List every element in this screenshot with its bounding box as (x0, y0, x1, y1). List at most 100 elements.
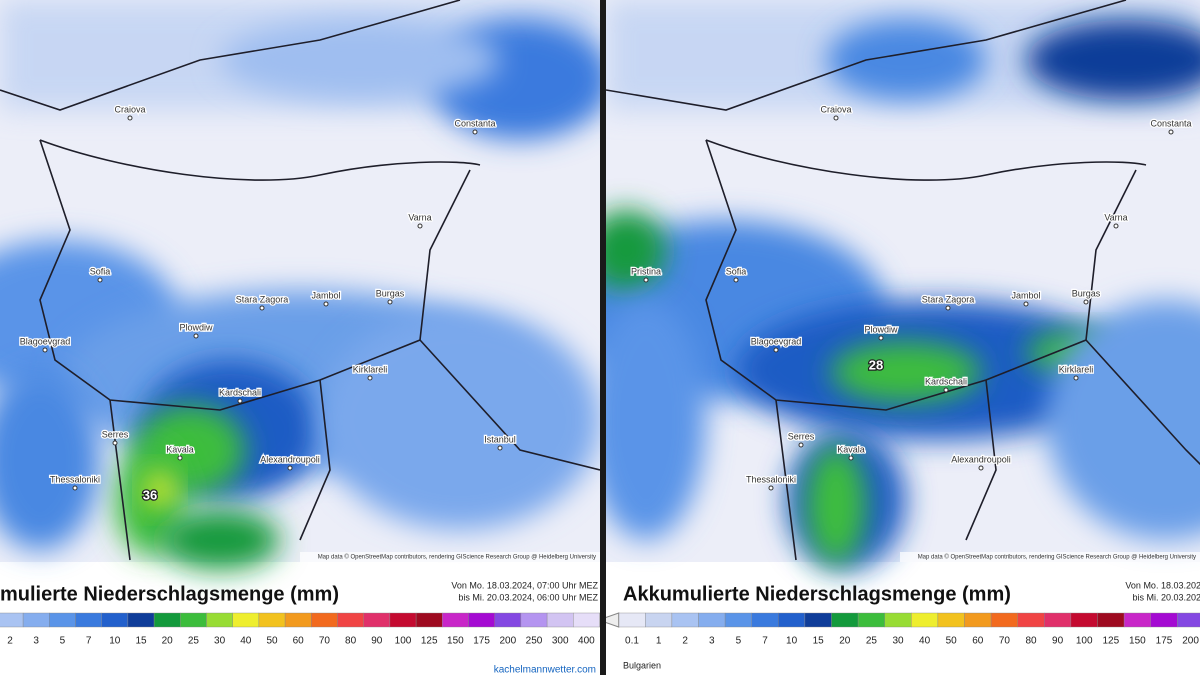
city-dot (97, 277, 103, 283)
legend-swatch (389, 612, 417, 628)
city-dot (643, 277, 649, 283)
precip-area (160, 510, 280, 570)
legend-swatch (232, 612, 260, 628)
legend-value: 3 (33, 636, 39, 647)
legend-swatch (127, 612, 155, 628)
city-dot (237, 398, 243, 404)
attribution-bg (900, 552, 1200, 562)
legend-swatch (990, 612, 1018, 628)
legend-value: 200 (499, 636, 516, 647)
legend-title: Akkumulierte Niederschlagsmenge (mm) (623, 583, 1011, 605)
city-dot (72, 485, 78, 491)
legend-value: 40 (919, 636, 931, 647)
city-dot (323, 301, 329, 307)
legend-value: 60 (293, 636, 305, 647)
legend-swatch (415, 612, 443, 628)
legend-swatch (778, 612, 806, 628)
legend-swatch (0, 612, 24, 628)
city-label: Kavala (837, 444, 865, 454)
city-label: Plowdiw (864, 324, 898, 334)
precip-area (606, 210, 666, 290)
left-panel: Sofia Plowdiw Stara Zagora Jambol Burgas Kard… (0, 0, 600, 675)
city-dot (112, 440, 118, 446)
border (775, 379, 997, 561)
legend-swatch (180, 612, 207, 628)
legend-value: 3 (709, 636, 715, 647)
city-dot (1073, 375, 1079, 381)
legend-swatch (724, 612, 752, 628)
legend-swatch (831, 612, 859, 628)
city-dot (1168, 129, 1174, 135)
legend-swatch (206, 612, 233, 628)
legend-value: 15 (813, 636, 825, 647)
city-label: Stara Zagora (922, 294, 975, 304)
precip-area (1026, 20, 1200, 100)
city-dot (798, 442, 804, 448)
city-label: Alexandroupoli (951, 454, 1011, 464)
city-label: Istanbul (484, 434, 516, 444)
border (0, 0, 461, 111)
period: Von Mo. 18.03.2024, 07:00 Uhr MEZ (451, 580, 598, 590)
legend-swatch (1097, 612, 1125, 628)
city-label: Blagoevgrad (751, 336, 802, 346)
legend-swatch (1177, 612, 1200, 628)
city-label: Pristina (631, 266, 661, 276)
city-dot (367, 375, 373, 381)
legend-swatch (671, 612, 699, 628)
precip-area (0, 370, 100, 550)
divider (600, 0, 606, 675)
legend-value: 50 (946, 636, 958, 647)
legend-swatch (618, 612, 646, 628)
precip-area (831, 342, 981, 402)
city-dot (773, 347, 779, 353)
legend-value: 7 (762, 636, 768, 647)
city-dot (733, 277, 739, 283)
legend-swatch (645, 612, 673, 628)
legend-value: 2 (7, 636, 13, 647)
legend-value: 60 (972, 636, 984, 647)
right-panel: Sofia Plowdiw Stara Zagora Jambol Burgas Kard… (606, 0, 1200, 670)
legend-value: 150 (447, 636, 464, 647)
precip-area (606, 300, 706, 540)
city-dot (497, 445, 503, 451)
legend-value: 80 (345, 636, 357, 647)
legend-value: 2 (682, 636, 688, 647)
period: Von Mo. 18.03.2024 (1125, 580, 1200, 590)
legend-swatch (75, 612, 102, 628)
legend-swatch (804, 612, 832, 628)
precip-area (220, 20, 500, 100)
city-label: Constanta (1150, 118, 1191, 128)
city-label: Alexandroupoli (260, 454, 320, 464)
legend-swatch (258, 612, 286, 628)
legend-value: 1 (656, 636, 662, 647)
legend-value: 40 (240, 636, 252, 647)
period: bis Mi. 20.03.2024, 06:00 Uhr MEZ (458, 592, 598, 602)
legend-title: mulierte Niederschlagsmenge (mm) (0, 583, 339, 605)
legend-value: 5 (60, 636, 66, 647)
legend-swatch (337, 612, 364, 628)
border (39, 139, 471, 411)
city-label: Jambol (311, 290, 340, 300)
legend-value: 5 (736, 636, 742, 647)
legend-swatch (49, 612, 76, 628)
city-dot (943, 387, 949, 393)
legend-value: 150 (1129, 636, 1146, 647)
legend-swatch (1044, 612, 1072, 628)
city-label: Thessaloniki (50, 474, 100, 484)
legend-swatch (573, 612, 600, 628)
border (705, 139, 1147, 181)
legend-swatch (22, 612, 50, 628)
city-dot (1113, 223, 1119, 229)
legend-swatch (599, 612, 600, 628)
city-label: Serres (102, 429, 129, 439)
max-label: 36 (143, 487, 157, 502)
city-dot (978, 465, 984, 471)
legend-value: 0.1 (625, 636, 639, 647)
city-label: Blagoevgrad (20, 336, 71, 346)
city-label: Serres (788, 431, 815, 441)
legend-swatch (494, 612, 522, 628)
city-label: Thessaloniki (746, 474, 796, 484)
city-label: Craiova (820, 104, 851, 114)
border (39, 139, 481, 181)
legend-value: 25 (188, 636, 200, 647)
